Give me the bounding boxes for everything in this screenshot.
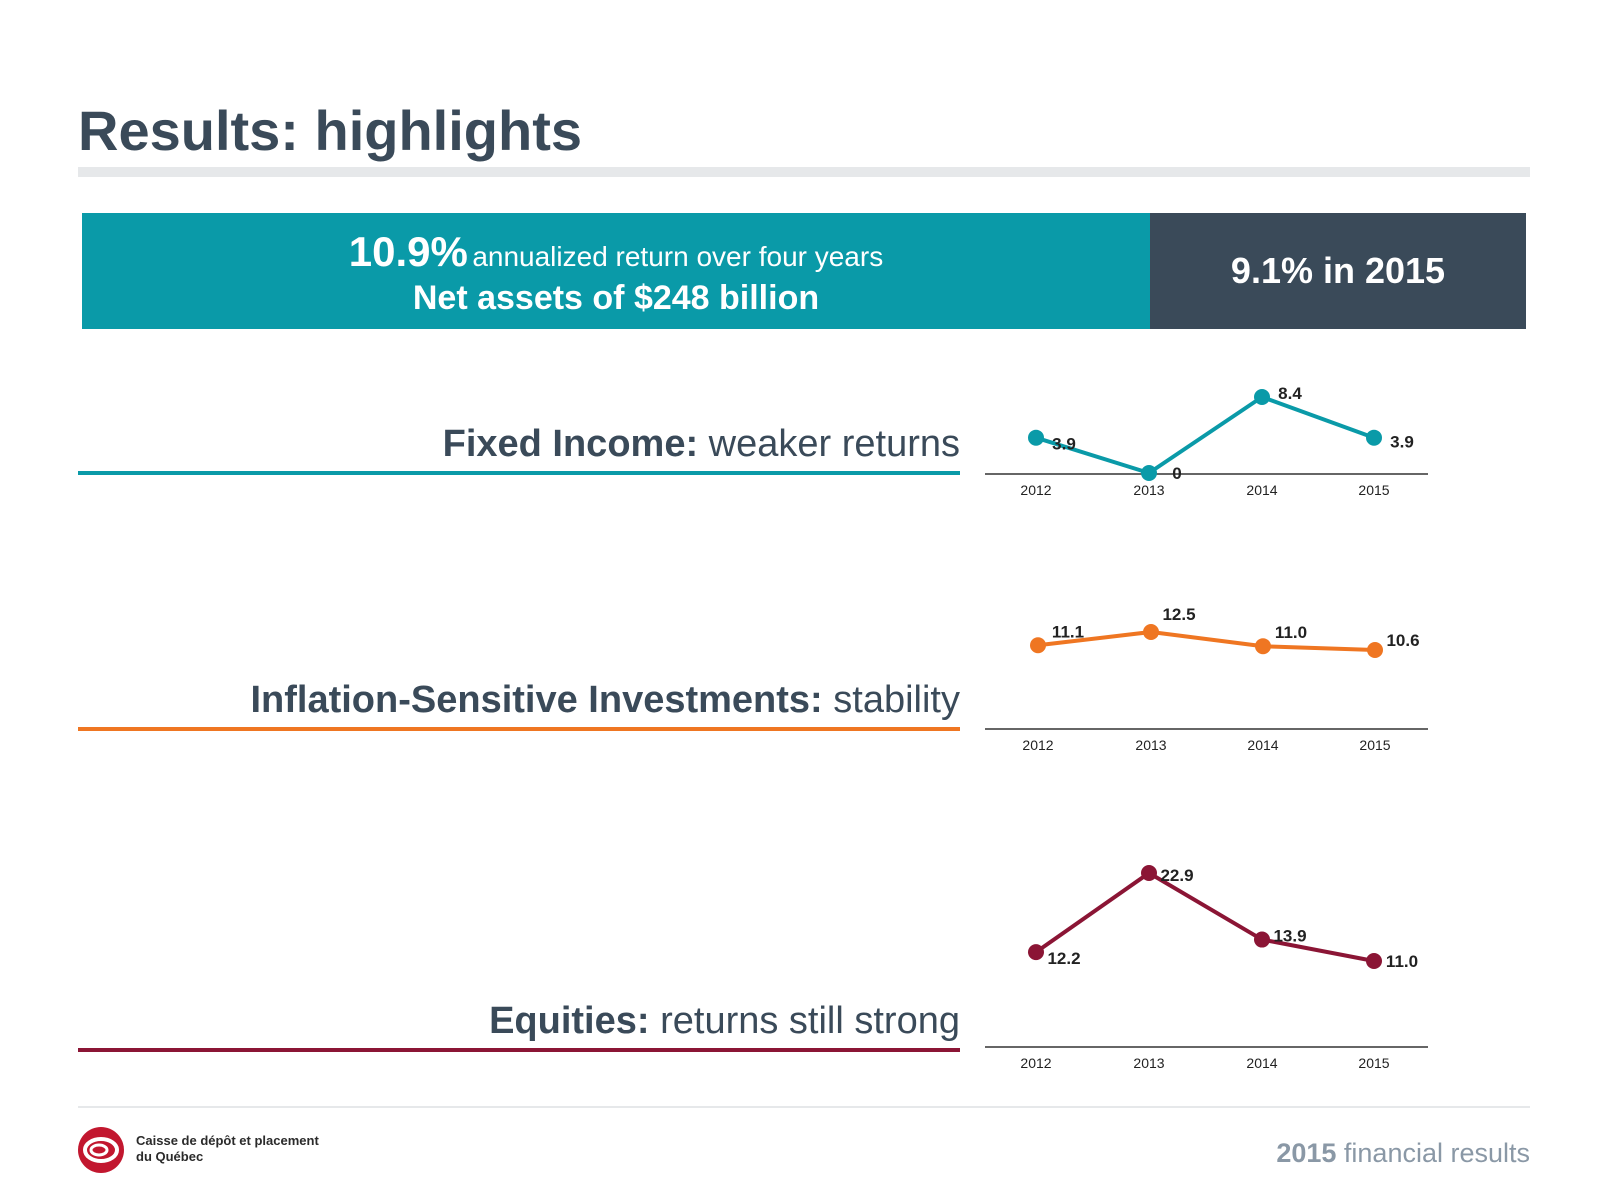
- annualized-return-text: annualized return over four years: [472, 241, 884, 272]
- equities-tick-label-2013: 2013: [1133, 1055, 1164, 1071]
- report-year: 2015: [1276, 1138, 1337, 1168]
- equities-tick-label-2014: 2014: [1246, 1055, 1277, 1071]
- inflation-sensitive-point-2012: [1030, 637, 1046, 654]
- annualized-return-line: 10.9% annualized return over four years: [82, 229, 1150, 285]
- equities-data-label-2013: 22.9: [1160, 866, 1193, 885]
- equities-label: Equities: returns still strong: [489, 998, 960, 1044]
- footer-divider: [78, 1106, 1530, 1108]
- report-text: financial results: [1343, 1138, 1530, 1168]
- inflation-sensitive-data-label-2015: 10.6: [1386, 631, 1419, 650]
- equities-point-2014: [1254, 931, 1270, 948]
- year-return-badge: 9.1% in 2015: [1150, 213, 1526, 329]
- fixed-income-series-line: [1035, 395, 1375, 475]
- year-return-text: 9.1% in 2015: [1230, 250, 1446, 291]
- equities-tick-label-2015: 2015: [1358, 1055, 1389, 1071]
- inflation-sensitive-tick-label-2012: 2012: [1022, 737, 1053, 753]
- highlight-banner: 10.9% annualized return over four years …: [82, 213, 1150, 329]
- fixed-income-data-label-2015: 3.9: [1390, 433, 1414, 452]
- fixed-income-chart: 3.9 2012 0 2013 8.4 2014 3.9 2015: [985, 384, 1428, 498]
- inflation-sensitive-data-label-2013: 12.5: [1162, 605, 1195, 624]
- fixed-income-label: Fixed Income: weaker returns: [443, 421, 960, 467]
- organization-name: Caisse de dépôt et placement du Québec: [136, 1133, 319, 1165]
- fixed-income-label-rest: weaker returns: [698, 423, 960, 465]
- inflation-sensitive-point-2014: [1255, 638, 1271, 655]
- equities-point-2015: [1366, 953, 1382, 969]
- title-divider: [78, 167, 1530, 177]
- fixed-income-point-2012: [1028, 429, 1044, 446]
- inflation-sensitive-point-2013: [1143, 624, 1159, 640]
- fixed-income-data-label-2012: 3.9: [1052, 435, 1076, 454]
- inflation-sensitive-series-line: [1037, 630, 1376, 652]
- equities-data-label-2014: 13.9: [1273, 927, 1306, 946]
- inflation-sensitive-label: Inflation-Sensitive Investments: stabili…: [250, 677, 960, 723]
- inflation-sensitive-tick-label-2013: 2013: [1135, 737, 1166, 753]
- inflation-sensitive-tick-label-2015: 2015: [1359, 737, 1390, 753]
- inflation-sensitive-label-rest: stability: [822, 679, 960, 721]
- fixed-income-data-label-2013: 0: [1172, 464, 1181, 483]
- equities-data-label-2015: 11.0: [1386, 952, 1418, 971]
- equities-chart: 12.2 2012 22.9 2013 13.9 2014 11.0 2015: [985, 865, 1428, 1071]
- inflation-sensitive-chart: 11.1 2012 12.5 2013 11.0 2014 10.6 2015: [985, 605, 1428, 753]
- cdpq-logo-icon: [78, 1127, 124, 1173]
- inflation-sensitive-data-label-2014: 11.0: [1275, 623, 1307, 642]
- fixed-income-label-bold: Fixed Income:: [442, 423, 699, 465]
- fixed-income-tick-label-2015: 2015: [1358, 482, 1389, 498]
- fixed-income-tick-label-2012: 2012: [1020, 482, 1051, 498]
- equities-label-rest: returns still strong: [649, 1000, 960, 1042]
- equities-label-bold: Equities:: [489, 1000, 650, 1042]
- equities-data-label-2012: 12.2: [1047, 949, 1080, 968]
- equities-tick-label-2012: 2012: [1020, 1055, 1051, 1071]
- inflation-sensitive-label-bold: Inflation-Sensitive Investments:: [250, 679, 823, 721]
- equities-point-2013: [1141, 865, 1157, 881]
- inflation-sensitive-data-label-2012: 11.1: [1052, 622, 1084, 641]
- fixed-income-rule: [78, 471, 960, 475]
- equities-series-line: [1034, 871, 1375, 963]
- annualized-return-value: 10.9%: [348, 228, 468, 275]
- fixed-income-data-label-2014: 8.4: [1278, 384, 1302, 403]
- net-assets-text: Net assets of $248 billion: [412, 279, 820, 317]
- fixed-income-point-2013: [1141, 465, 1157, 481]
- organization-name-line1: Caisse de dépôt et placement: [136, 1133, 319, 1148]
- fixed-income-tick-label-2014: 2014: [1246, 482, 1277, 498]
- organization-name-line2: du Québec: [136, 1149, 204, 1164]
- fixed-income-point-2015: [1366, 429, 1382, 446]
- inflation-sensitive-point-2015: [1367, 642, 1383, 658]
- page-title: Results: highlights: [78, 99, 582, 162]
- fixed-income-tick-label-2013: 2013: [1133, 482, 1164, 498]
- fixed-income-point-2014: [1254, 389, 1270, 405]
- inflation-sensitive-rule: [78, 727, 960, 731]
- equities-rule: [78, 1048, 960, 1052]
- inflation-sensitive-tick-label-2014: 2014: [1247, 737, 1278, 753]
- equities-point-2012: [1028, 944, 1044, 961]
- report-caption: 2015 financial results: [1276, 1138, 1530, 1169]
